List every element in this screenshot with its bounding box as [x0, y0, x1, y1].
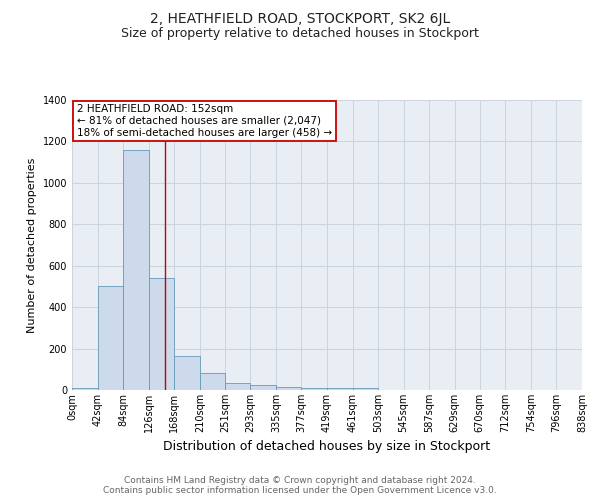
- Y-axis label: Number of detached properties: Number of detached properties: [27, 158, 37, 332]
- Text: 2 HEATHFIELD ROAD: 152sqm
← 81% of detached houses are smaller (2,047)
18% of se: 2 HEATHFIELD ROAD: 152sqm ← 81% of detac…: [77, 104, 332, 138]
- Bar: [174, 356, 200, 390]
- Text: Size of property relative to detached houses in Stockport: Size of property relative to detached ho…: [121, 28, 479, 40]
- Bar: [123, 150, 149, 390]
- Bar: [301, 388, 327, 390]
- Bar: [276, 387, 301, 390]
- Bar: [149, 278, 174, 390]
- Bar: [200, 374, 225, 390]
- Bar: [327, 388, 353, 390]
- X-axis label: Distribution of detached houses by size in Stockport: Distribution of detached houses by size …: [163, 440, 491, 454]
- Bar: [72, 388, 98, 390]
- Bar: [250, 385, 276, 390]
- Bar: [353, 388, 378, 390]
- Bar: [98, 286, 123, 390]
- Bar: [225, 383, 250, 390]
- Text: 2, HEATHFIELD ROAD, STOCKPORT, SK2 6JL: 2, HEATHFIELD ROAD, STOCKPORT, SK2 6JL: [150, 12, 450, 26]
- Text: Contains HM Land Registry data © Crown copyright and database right 2024.
Contai: Contains HM Land Registry data © Crown c…: [103, 476, 497, 495]
